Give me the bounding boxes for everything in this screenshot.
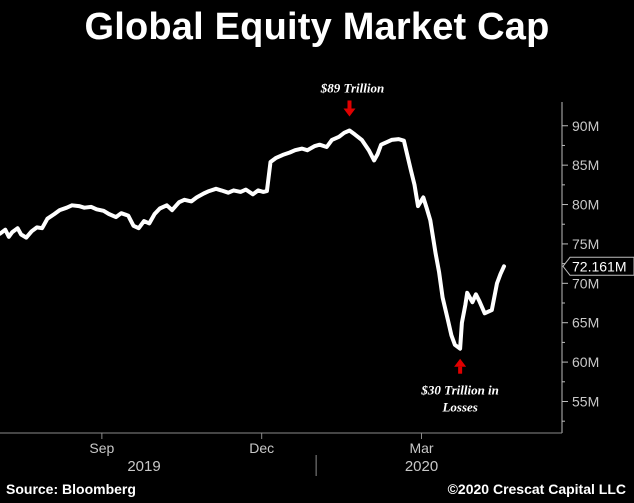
year-label: 2019 <box>127 458 160 475</box>
y-tick-label: 90M <box>572 118 599 134</box>
annotation-arrow-head <box>343 108 356 117</box>
annotation-label: $89 Trillion <box>320 80 384 95</box>
annotation-label: Losses <box>441 400 477 415</box>
annotation-arrow-shaft <box>458 366 463 374</box>
source-label: Source: Bloomberg <box>6 481 136 497</box>
y-tick-label: 65M <box>572 315 599 331</box>
y-tick-label: 75M <box>572 236 599 252</box>
last-value-label: 72.161M <box>572 258 626 274</box>
year-label: 2020 <box>405 458 438 475</box>
y-tick-label: 85M <box>572 157 599 173</box>
y-tick-label: 80M <box>572 197 599 213</box>
x-tick-label: Mar <box>409 440 433 456</box>
series-layer <box>0 128 506 351</box>
annotations: $89 Trillion $30 Trillion in Losses <box>320 80 499 414</box>
annotation-arrow-shaft <box>347 100 352 109</box>
x-tick-label: Dec <box>249 440 274 456</box>
x-tick-label: Sep <box>89 440 114 456</box>
copyright-label: ©2020 Crescat Capital LLC <box>447 481 626 497</box>
chart-title: Global Equity Market Cap <box>84 6 550 48</box>
series-line <box>0 128 506 351</box>
y-tick-label: 55M <box>572 393 599 409</box>
axes: 90M 85M 80M 75M 70M 65M 60M 55M Sep Dec Mar 2019 202… <box>0 102 634 476</box>
annotation-label: $30 Trillion in <box>420 383 499 398</box>
y-tick-label: 70M <box>572 275 599 291</box>
y-tick-label: 60M <box>572 354 599 370</box>
last-value-tag: 72.161M <box>562 256 634 276</box>
annotation: $89 Trillion <box>320 80 384 117</box>
annotation-arrow-head <box>454 358 467 367</box>
last-value-box <box>562 256 634 276</box>
annotation: $30 Trillion in Losses <box>420 358 499 415</box>
